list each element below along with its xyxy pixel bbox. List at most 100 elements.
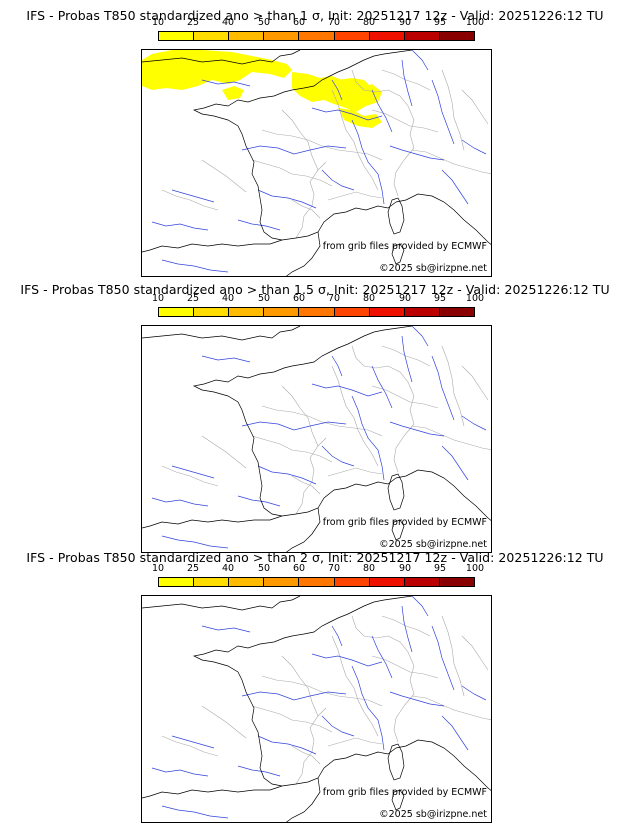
coastline xyxy=(391,243,405,265)
coastline xyxy=(373,50,413,57)
river xyxy=(331,355,343,377)
admin-border xyxy=(461,89,489,125)
coastline xyxy=(291,331,375,367)
river xyxy=(461,415,487,431)
coastline xyxy=(142,53,293,65)
river xyxy=(151,221,209,231)
colorbar-cell xyxy=(404,308,440,316)
admin-border xyxy=(251,705,333,733)
river xyxy=(389,145,445,161)
map-panel-3: IFS - Probas T850 standardized ano > tha… xyxy=(0,546,630,823)
admin-border xyxy=(281,655,319,717)
admin-border xyxy=(411,695,491,720)
admin-border xyxy=(411,149,491,174)
colorbar-tick-label: 25 xyxy=(186,563,200,574)
colorbar-tick-label: 80 xyxy=(362,293,376,304)
river xyxy=(371,89,393,133)
river xyxy=(389,691,445,707)
colorbar-cell xyxy=(194,32,230,40)
river xyxy=(237,765,281,777)
river xyxy=(321,169,355,191)
river xyxy=(241,691,347,701)
colorbar-cell xyxy=(159,32,195,40)
colorbar-tick-label: 100 xyxy=(465,563,485,574)
river xyxy=(441,715,469,751)
colorbar-cell xyxy=(194,578,230,586)
colorbar-tick-label: 50 xyxy=(257,563,271,574)
admin-border xyxy=(161,735,219,757)
colorbar xyxy=(158,31,475,41)
colorbar-cell xyxy=(159,578,195,586)
coastline xyxy=(142,599,293,611)
colorbar-tick-label: 90 xyxy=(398,293,412,304)
admin-border xyxy=(161,465,219,487)
source-credit: from grib files provided by ECMWF xyxy=(322,517,487,528)
coastline xyxy=(286,777,321,822)
river xyxy=(371,365,393,409)
river xyxy=(431,79,455,145)
admin-border xyxy=(351,615,415,743)
admin-border xyxy=(261,675,383,707)
river xyxy=(171,465,215,479)
admin-border xyxy=(251,159,333,187)
river xyxy=(311,653,383,667)
colorbar-tick-label: 70 xyxy=(327,563,341,574)
colorbar-tick-label: 40 xyxy=(221,563,235,574)
coastline xyxy=(391,789,405,811)
river xyxy=(171,189,215,203)
river xyxy=(201,79,251,87)
river xyxy=(331,79,343,101)
admin-border xyxy=(331,365,379,467)
colorbar-tick-label: 50 xyxy=(257,293,271,304)
colorbar-tick-label: 25 xyxy=(186,17,200,28)
river xyxy=(371,635,393,679)
colorbar-cell xyxy=(229,308,265,316)
admin-border xyxy=(295,707,327,785)
coastline xyxy=(281,477,397,517)
river xyxy=(237,219,281,231)
colorbar-tick-label: 95 xyxy=(433,563,447,574)
admin-border xyxy=(281,385,319,447)
admin-border xyxy=(295,437,327,515)
colorbar-cell xyxy=(334,32,370,40)
river xyxy=(151,767,209,777)
colorbar-tick-label: 60 xyxy=(292,293,306,304)
colorbar-tick-label: 100 xyxy=(465,293,485,304)
admin-border xyxy=(261,129,383,161)
coastline xyxy=(286,507,321,552)
colorbar-cell xyxy=(439,578,474,586)
colorbar-tick-label: 25 xyxy=(186,293,200,304)
river xyxy=(161,259,229,273)
coastline xyxy=(395,469,491,521)
colorbar-cell xyxy=(229,32,265,40)
river xyxy=(331,625,343,647)
river xyxy=(351,665,385,751)
admin-border xyxy=(327,737,383,747)
admin-border xyxy=(327,191,383,201)
coastline xyxy=(395,739,491,791)
admin-border xyxy=(161,189,219,211)
coastline xyxy=(192,365,293,517)
colorbar xyxy=(158,577,475,587)
coastline xyxy=(373,326,413,333)
coastline xyxy=(387,473,405,511)
map-panel-2: IFS - Probas T850 standardized ano > tha… xyxy=(0,276,630,553)
coastline xyxy=(192,89,293,241)
river xyxy=(461,685,487,701)
colorbar-cell xyxy=(299,308,335,316)
copyright-credit: ©2025 sb@irizpne.net xyxy=(379,263,487,274)
admin-border xyxy=(371,109,439,133)
colorbar-tick-label: 10 xyxy=(151,293,165,304)
admin-border xyxy=(351,345,415,473)
colorbar-tick-label: 95 xyxy=(433,17,447,28)
panel-title: IFS - Probas T850 standardized ano > tha… xyxy=(20,282,610,297)
colorbar-tick-label: 100 xyxy=(465,17,485,28)
map-france: from grib files provided by ECMWF ©2025 … xyxy=(141,595,492,823)
coastline xyxy=(142,785,283,799)
admin-border xyxy=(261,405,383,437)
colorbar-cell xyxy=(404,578,440,586)
admin-border xyxy=(281,109,319,171)
coastline xyxy=(142,239,283,253)
map-svg xyxy=(142,326,491,552)
coastline xyxy=(395,193,491,245)
